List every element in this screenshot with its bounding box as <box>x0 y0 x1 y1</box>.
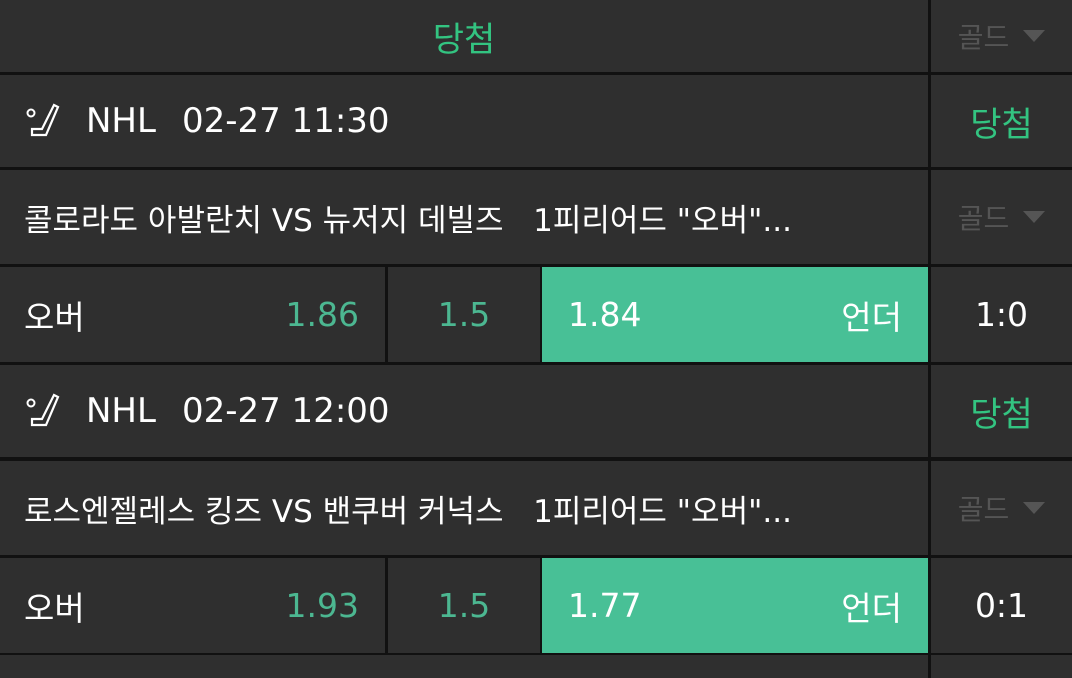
game-info-cell: NHL 02-27 12:00 <box>0 365 928 457</box>
gold-dropdown[interactable]: 골드 <box>931 461 1072 555</box>
over-label: 오버 <box>24 297 85 337</box>
status-badge: 당첨 <box>970 104 1033 145</box>
under-odds: 1.84 <box>568 295 642 334</box>
game-datetime: 02-27 12:00 <box>181 391 390 431</box>
status-cell: 당첨 <box>931 75 1072 167</box>
league: NHL <box>86 101 156 141</box>
gold-dropdown[interactable]: 골드 <box>931 170 1072 264</box>
game-title-row: 로스엔젤레스 킹즈 VS 밴쿠버 커넉스 1피리어드 "오버"... 골드 <box>0 461 1072 555</box>
gold-label: 골드 <box>957 202 1010 235</box>
hockey-stick-icon <box>26 103 60 137</box>
line-cell: 1.5 <box>388 558 540 653</box>
gold-dropdown[interactable]: 골드 <box>931 0 1072 72</box>
over-odds: 1.93 <box>285 586 359 625</box>
header-title: 당첨 <box>432 19 496 60</box>
under-odds: 1.77 <box>568 586 642 625</box>
triangle-down-icon <box>1023 211 1046 223</box>
score: 1:0 <box>974 295 1029 334</box>
under-label: 언더 <box>841 588 902 628</box>
score-cell: 0:1 <box>931 558 1072 653</box>
game-title: 콜로라도 아발란치 VS 뉴저지 데빌즈 1피리어드 "오버"... <box>24 202 792 239</box>
triangle-down-icon <box>1023 30 1046 42</box>
gold-label: 골드 <box>957 493 1010 526</box>
header-row: 당첨 골드 <box>0 0 1072 72</box>
game-info-row: NHL 02-27 12:00 당첨 <box>0 365 1072 457</box>
under-label: 언더 <box>841 297 902 337</box>
handicap-line: 1.5 <box>437 586 491 625</box>
under-button[interactable]: 1.77 언더 <box>542 558 928 653</box>
status-badge: 당첨 <box>970 394 1033 435</box>
odds-row: 오버 1.93 1.5 1.77 언더 0:1 <box>0 558 1072 653</box>
bottom-row <box>0 655 1072 678</box>
over-odds: 1.86 <box>285 295 359 334</box>
over-button[interactable]: 오버 1.86 <box>0 267 385 362</box>
game-title-cell: 로스엔젤레스 킹즈 VS 밴쿠버 커넉스 1피리어드 "오버"... <box>0 461 928 555</box>
score-cell: 1:0 <box>931 267 1072 362</box>
score: 0:1 <box>974 586 1029 625</box>
league: NHL <box>86 391 156 431</box>
header-title-cell: 당첨 <box>0 0 928 72</box>
status-cell: 당첨 <box>931 365 1072 457</box>
game-title-cell: 콜로라도 아발란치 VS 뉴저지 데빌즈 1피리어드 "오버"... <box>0 170 928 264</box>
game-datetime: 02-27 11:30 <box>181 101 390 141</box>
under-button[interactable]: 1.84 언더 <box>542 267 928 362</box>
game-info-row: NHL 02-27 11:30 당첨 <box>0 75 1072 167</box>
over-label: 오버 <box>24 588 85 628</box>
triangle-down-icon <box>1023 502 1046 514</box>
gold-label: 골드 <box>957 21 1010 54</box>
game-info-cell: NHL 02-27 11:30 <box>0 75 928 167</box>
handicap-line: 1.5 <box>437 295 491 334</box>
odds-row: 오버 1.86 1.5 1.84 언더 1:0 <box>0 267 1072 362</box>
line-cell: 1.5 <box>388 267 540 362</box>
game-title-row: 콜로라도 아발란치 VS 뉴저지 데빌즈 1피리어드 "오버"... 골드 <box>0 170 1072 264</box>
hockey-stick-icon <box>26 393 60 427</box>
over-button[interactable]: 오버 1.93 <box>0 558 385 653</box>
game-title: 로스엔젤레스 킹즈 VS 밴쿠버 커넉스 1피리어드 "오버"... <box>24 493 792 530</box>
